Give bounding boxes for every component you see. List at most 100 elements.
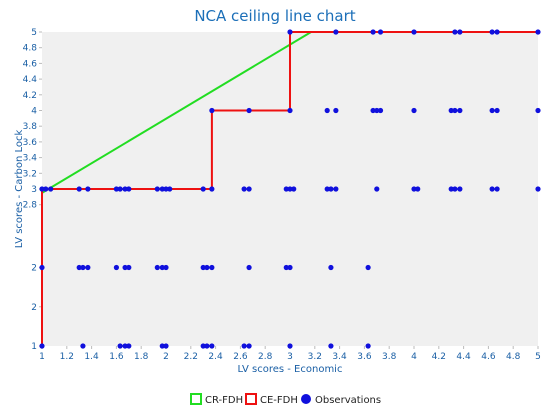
observation-point (287, 264, 293, 271)
observation-point (535, 29, 541, 35)
observation-point (333, 186, 339, 192)
observation-point (113, 264, 119, 271)
legend-ce-fdh-label: CE-FDH (260, 395, 298, 406)
observation-point (209, 343, 215, 349)
observation-point (411, 29, 417, 35)
observation-point (200, 343, 206, 349)
observation-point (365, 343, 371, 349)
x-tick-label: 3.2 (308, 352, 322, 362)
x-tick-label: 2.6 (233, 352, 248, 362)
observation-point (377, 107, 384, 114)
observation-point (448, 186, 454, 192)
x-tick-label: 4.8 (506, 352, 521, 362)
x-tick-label: 2.2 (184, 352, 198, 362)
y-tick-label: 3.8 (23, 122, 38, 132)
legend-cr-fdh-label: CR-FDH (205, 395, 243, 406)
observation-point (489, 29, 495, 35)
legend-cr-fdh-swatch (190, 393, 202, 405)
y-tick-label: 2 (31, 264, 37, 274)
observation-point (80, 264, 86, 271)
observation-point (159, 343, 165, 349)
observation-point (246, 186, 252, 192)
observation-point (377, 29, 384, 35)
observation-point (126, 264, 132, 271)
x-tick-label: 2.8 (258, 352, 273, 362)
observation-point (246, 264, 252, 271)
x-tick-label: 5 (535, 352, 541, 362)
observation-point (122, 186, 128, 192)
observation-point (43, 186, 49, 192)
x-tick-label: 1.8 (134, 352, 149, 362)
observation-point (494, 186, 500, 192)
observation-point (209, 186, 215, 192)
chart-title: NCA ceiling line chart (194, 7, 355, 25)
y-tick-label: 4.6 (23, 59, 38, 69)
observation-point (452, 107, 458, 114)
observation-point (154, 186, 160, 192)
x-tick-label: 4.2 (432, 352, 446, 362)
observation-point (48, 186, 54, 192)
observation-point (287, 343, 293, 349)
observation-point (117, 186, 123, 192)
x-axis-ticks: 1 1.2 1.4 1.6 1.8 2 2.2 2.4 2.6 2.8 3 3.2 3.4 3.6 3.8 4… (39, 346, 541, 362)
observation-point (448, 107, 454, 114)
observation-point (85, 264, 91, 271)
observation-point (200, 186, 206, 192)
observation-point (333, 107, 339, 114)
observation-point (283, 186, 289, 192)
observation-point (328, 264, 334, 271)
observation-point (204, 264, 210, 271)
observation-point (535, 107, 541, 114)
observation-point (85, 186, 91, 192)
observation-point (287, 107, 293, 114)
observation-point (76, 186, 82, 192)
observation-point (283, 264, 289, 271)
y-tick-label: 4 (31, 107, 37, 117)
y-tick-label: 3.4 (23, 154, 38, 164)
x-tick-label: 1.4 (84, 352, 99, 362)
x-tick-label: 1.2 (60, 352, 74, 362)
legend-observations-swatch (301, 394, 311, 404)
y-tick-label: 3.6 (23, 138, 38, 148)
observation-point (489, 107, 495, 114)
observation-point (241, 186, 247, 192)
observation-point (494, 29, 500, 35)
x-tick-label: 3.8 (382, 352, 397, 362)
observation-point (126, 186, 132, 192)
observation-point (287, 186, 293, 192)
observation-point (39, 264, 45, 271)
observation-point (209, 107, 215, 114)
x-axis-label: LV scores - Economic (238, 364, 343, 375)
y-tick-label: 3 (31, 185, 37, 195)
observation-points (39, 29, 541, 349)
observation-point (452, 186, 458, 192)
legend-observations-label: Observations (315, 395, 381, 406)
observation-point (159, 264, 165, 271)
y-tick-label: 4.8 (23, 44, 38, 54)
x-tick-label: 2.4 (208, 352, 223, 362)
observation-point (328, 343, 334, 349)
observation-point (411, 186, 417, 192)
observation-point (80, 343, 86, 349)
observation-point (324, 186, 330, 192)
observation-point (117, 343, 123, 349)
observation-point (246, 343, 252, 349)
legend: CR-FDH CE-FDH Observations (190, 393, 381, 406)
observation-point (209, 264, 215, 271)
y-tick-label: 1 (31, 342, 37, 352)
observation-point (489, 186, 495, 192)
observation-point (535, 186, 541, 192)
observation-point (374, 107, 380, 114)
y-tick-label: 4.2 (23, 91, 37, 101)
x-tick-label: 4 (411, 352, 417, 362)
observation-point (39, 343, 45, 349)
cr-fdh-line (41, 31, 312, 194)
observation-point (287, 29, 293, 35)
x-tick-label: 2 (163, 352, 169, 362)
observation-point (241, 343, 247, 349)
observation-point (126, 343, 132, 349)
y-tick-label: 2 (31, 303, 37, 313)
observation-point (324, 107, 330, 114)
observation-point (457, 29, 463, 35)
y-tick-label: 3.2 (23, 169, 37, 179)
